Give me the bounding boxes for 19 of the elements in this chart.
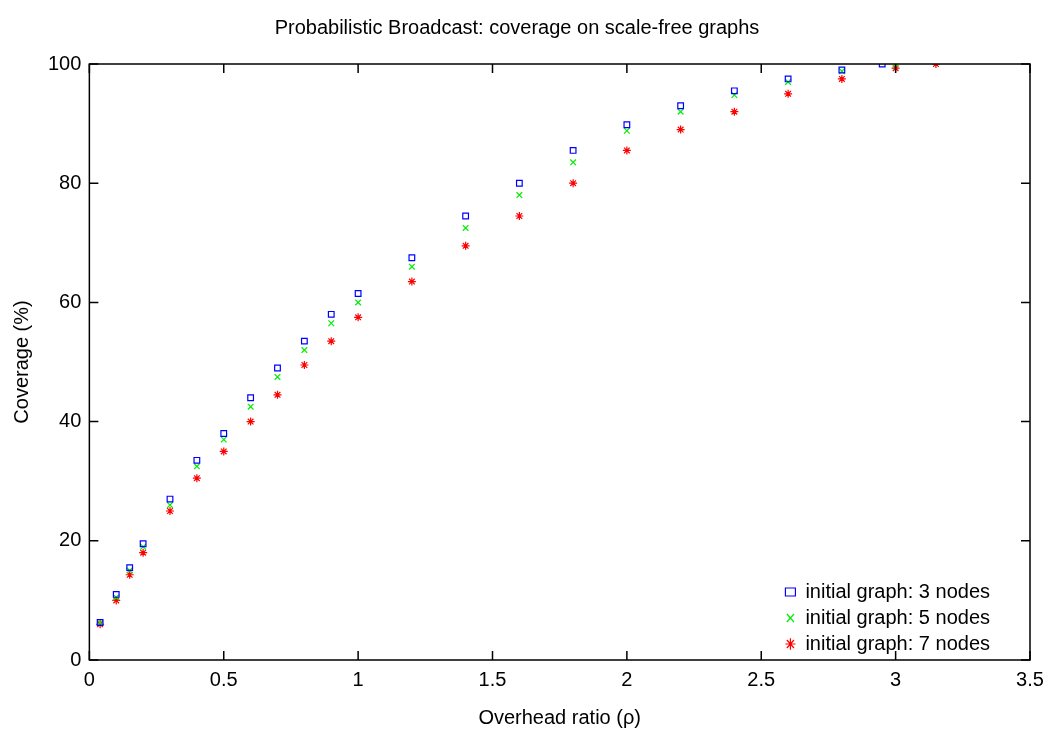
- x-tick-label: 3: [890, 667, 902, 690]
- x-tick-label: 0.5: [209, 667, 238, 690]
- x-tick-label: 2: [621, 667, 633, 690]
- y-tick-label: 80: [59, 170, 82, 193]
- legend-label: initial graph: 7 nodes: [805, 631, 991, 654]
- chart-title: Probabilistic Broadcast: coverage on scale-free graphs: [274, 15, 760, 38]
- y-axis-title: Coverage (%): [9, 300, 32, 424]
- y-tick-label: 40: [59, 409, 82, 432]
- legend-label: initial graph: 5 nodes: [805, 605, 991, 628]
- x-tick-label: 1: [352, 667, 364, 690]
- y-tick-label: 60: [59, 289, 82, 312]
- x-tick-label: 2.5: [747, 667, 776, 690]
- x-axis-title: Overhead ratio (ρ): [478, 705, 641, 728]
- x-tick-label: 1.5: [478, 667, 507, 690]
- legend-label: initial graph: 3 nodes: [805, 579, 991, 602]
- y-tick-label: 100: [47, 51, 82, 74]
- y-tick-label: 20: [59, 528, 82, 551]
- x-tick-label: 3.5: [1016, 667, 1044, 690]
- y-tick-label: 0: [70, 647, 82, 670]
